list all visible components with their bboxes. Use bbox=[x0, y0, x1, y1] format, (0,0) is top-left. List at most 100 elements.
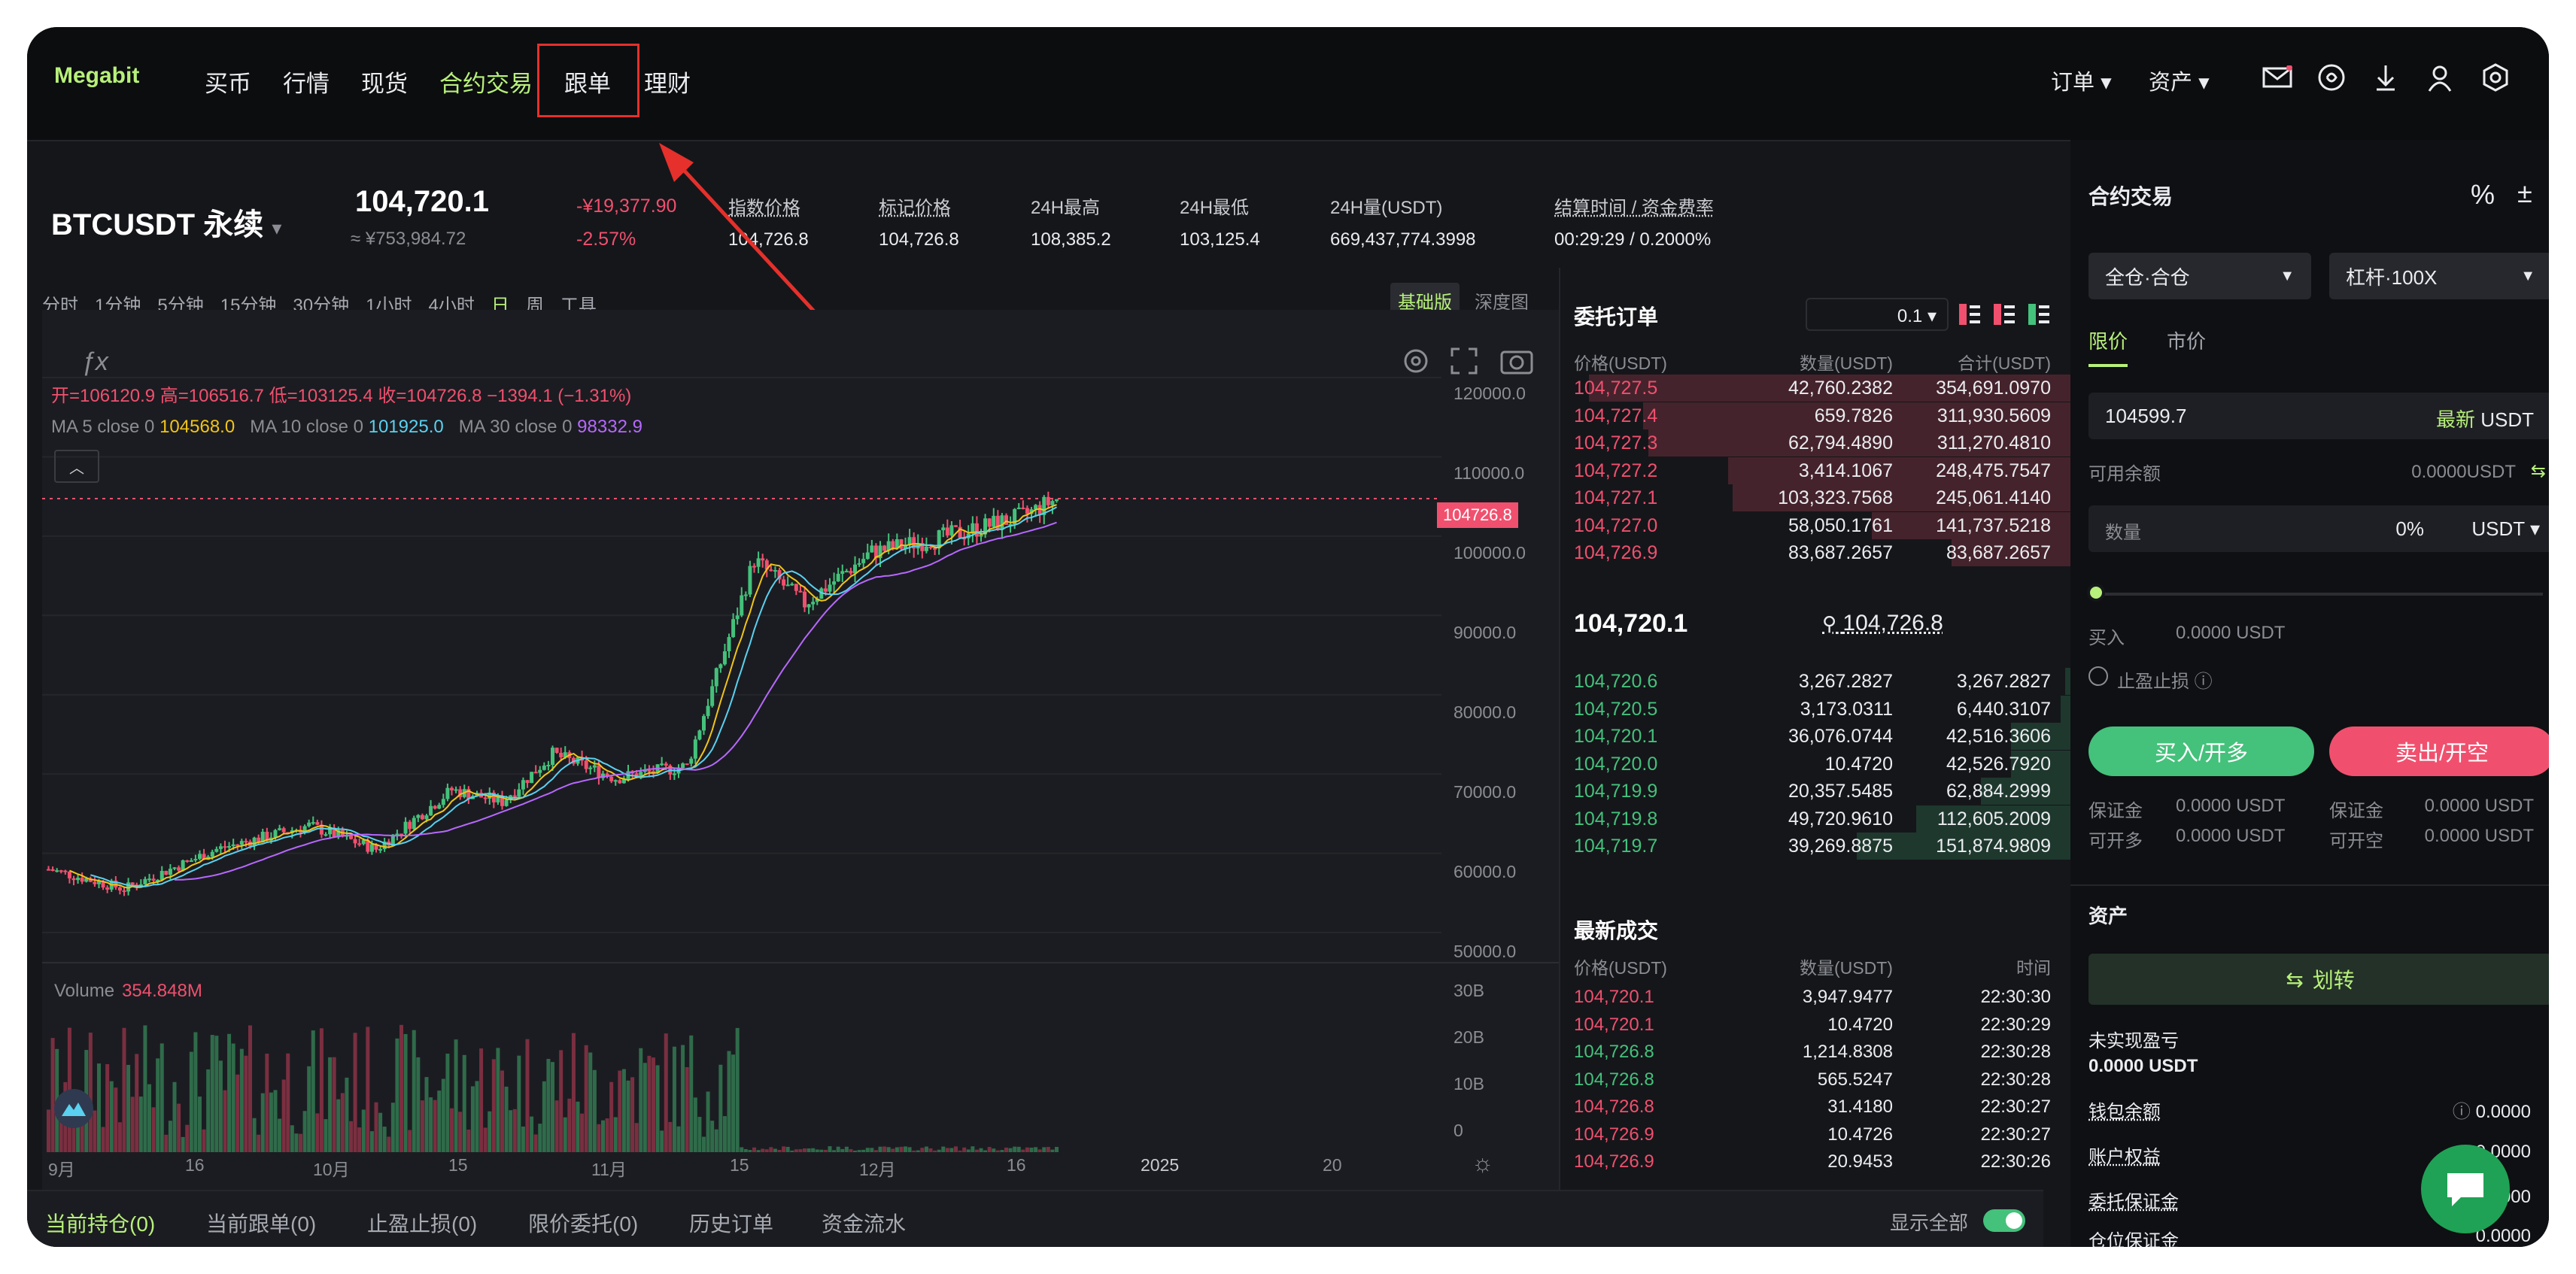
ask-row[interactable]: 104,727.5 42,760.2382 354,691.0970 bbox=[1559, 373, 2070, 403]
volume-bar bbox=[639, 1048, 643, 1152]
candle bbox=[369, 844, 374, 852]
book-bids-icon[interactable] bbox=[2027, 302, 2051, 326]
book-asks-icon[interactable] bbox=[1992, 302, 2016, 326]
tpsl-checkbox[interactable] bbox=[2088, 666, 2108, 686]
volume-bar bbox=[340, 1093, 345, 1152]
cell-qty: 39,269.8875 bbox=[1788, 836, 1893, 857]
date-tick: 20 bbox=[1323, 1155, 1342, 1175]
volume-bar bbox=[214, 1036, 219, 1152]
chart-settings-icon[interactable] bbox=[1401, 346, 1431, 380]
candle bbox=[735, 615, 740, 620]
percent-icon[interactable]: % bbox=[2471, 179, 2496, 210]
ask-row[interactable]: 104,726.9 83,687.2657 83,687.2657 bbox=[1559, 538, 2070, 568]
cell-total: 42,526.7920 bbox=[1946, 753, 2051, 775]
bid-row[interactable]: 104,720.5 3,173.0311 6,440.3107 bbox=[1559, 694, 2070, 724]
candle bbox=[987, 518, 992, 527]
tab-limit[interactable]: 限价 bbox=[2088, 330, 2128, 353]
symbol-selector[interactable]: BTCUSDT 永续 ▾ bbox=[51, 208, 282, 241]
leverage-select[interactable]: 杠杆·100X ▼ bbox=[2329, 253, 2549, 299]
price-input[interactable]: 104599.7 最新 USDT bbox=[2088, 393, 2549, 439]
quantity-input[interactable]: 数量 0% USDT ▾ bbox=[2088, 505, 2549, 552]
candle bbox=[886, 541, 891, 551]
nav-buy-crypto[interactable]: 买币 bbox=[205, 71, 251, 97]
nav-copy-trading[interactable]: 跟单 bbox=[564, 71, 611, 97]
candle bbox=[551, 748, 554, 765]
precision-select[interactable]: 0.1 ▾ bbox=[1806, 298, 1949, 331]
show-all-toggle[interactable] bbox=[1983, 1209, 2025, 1232]
transfer-icon[interactable]: ⇆ bbox=[2530, 461, 2546, 481]
candle bbox=[979, 534, 983, 537]
nav-earn[interactable]: 理财 bbox=[644, 71, 691, 97]
volume-bar bbox=[613, 1117, 618, 1152]
sell-short-button[interactable]: 卖出/开空 bbox=[2329, 726, 2549, 776]
candle bbox=[324, 834, 328, 836]
calculator-icon[interactable]: ± bbox=[2517, 177, 2532, 208]
margin-mode-select[interactable]: 全仓·合仓 ▼ bbox=[2088, 253, 2311, 299]
mail-icon[interactable] bbox=[2260, 60, 2295, 95]
qty-unit-select[interactable]: USDT ▾ bbox=[2471, 517, 2540, 540]
volume-bar bbox=[878, 1146, 882, 1152]
candle bbox=[512, 795, 517, 797]
date-tick: 11月 bbox=[591, 1160, 627, 1179]
bid-row[interactable]: 104,720.0 10.4720 42,526.7920 bbox=[1559, 749, 2070, 779]
download-icon[interactable] bbox=[2368, 60, 2403, 95]
tab-market[interactable]: 市价 bbox=[2167, 330, 2207, 353]
last-price: 104,720.1 bbox=[355, 185, 489, 218]
chat-support-button[interactable] bbox=[2421, 1145, 2510, 1233]
tab-current-positions[interactable]: 当前持仓(0) bbox=[45, 1212, 156, 1236]
volume-bar bbox=[962, 1147, 967, 1152]
date-tick: 2025 bbox=[1141, 1155, 1180, 1175]
bid-row[interactable]: 104,720.1 36,076.0744 42,516.3606 bbox=[1559, 721, 2070, 751]
logo[interactable]: Megabit bbox=[54, 63, 140, 88]
tab-current-copy[interactable]: 当前跟单(0) bbox=[206, 1212, 317, 1236]
assets-menu[interactable]: 资产 ▾ bbox=[2149, 71, 2210, 95]
volume-bar bbox=[865, 1148, 870, 1152]
volume-bar bbox=[1046, 1147, 1050, 1152]
chart-auto-scale-icon[interactable]: ☼ bbox=[1472, 1149, 1494, 1176]
nav-spot[interactable]: 现货 bbox=[361, 71, 408, 97]
collapse-legend-button[interactable]: ︿ bbox=[54, 450, 99, 483]
candle bbox=[958, 526, 962, 538]
bid-row[interactable]: 104,719.9 20,357.5485 62,884.2999 bbox=[1559, 776, 2070, 806]
indicator-fx-icon[interactable]: ƒx bbox=[81, 347, 108, 376]
nav-market[interactable]: 行情 bbox=[283, 71, 330, 97]
candle bbox=[496, 796, 500, 802]
ask-row[interactable]: 104,727.0 58,050.1761 141,737.5218 bbox=[1559, 511, 2070, 541]
trades-header-qty: 数量(USDT) bbox=[1800, 958, 1893, 978]
tab-order-history[interactable]: 历史订单 bbox=[689, 1212, 774, 1236]
fullscreen-icon[interactable] bbox=[1449, 346, 1479, 380]
amount-slider[interactable] bbox=[2088, 593, 2543, 596]
ask-row[interactable]: 104,727.1 103,323.7568 245,061.4140 bbox=[1559, 483, 2070, 513]
ask-row[interactable]: 104,727.4 659.7826 311,930.5609 bbox=[1559, 401, 2070, 431]
bid-row[interactable]: 104,720.6 3,267.2827 3,267.2827 bbox=[1559, 666, 2070, 696]
bid-row[interactable]: 104,719.7 39,269.8875 151,874.9809 bbox=[1559, 831, 2070, 861]
camera-icon[interactable] bbox=[1500, 346, 1533, 380]
orders-menu[interactable]: 订单 ▾ bbox=[2051, 71, 2112, 95]
book-both-icon[interactable] bbox=[1958, 302, 1982, 326]
candle bbox=[84, 878, 89, 882]
volume-bar bbox=[47, 1109, 50, 1152]
buy-long-button[interactable]: 买入/开多 bbox=[2088, 726, 2314, 776]
tab-limit-orders[interactable]: 限价委托(0) bbox=[528, 1212, 639, 1236]
cell-total: 248,475.7547 bbox=[1936, 460, 2051, 481]
user-icon[interactable] bbox=[2423, 60, 2457, 95]
settings-icon[interactable] bbox=[2478, 60, 2513, 95]
tab-fund-flow[interactable]: 资金流水 bbox=[822, 1212, 907, 1236]
volume-bar bbox=[832, 1150, 837, 1152]
ask-row[interactable]: 104,727.3 62,794.4890 311,270.4810 bbox=[1559, 428, 2070, 458]
candle bbox=[130, 882, 135, 885]
candle bbox=[937, 530, 941, 549]
price-chart[interactable] bbox=[42, 310, 1559, 1191]
candle bbox=[408, 821, 412, 830]
depth-chart-button[interactable]: 深度图 bbox=[1475, 293, 1529, 313]
language-icon[interactable] bbox=[2314, 60, 2349, 95]
nav-futures[interactable]: 合约交易 bbox=[439, 71, 533, 97]
slider-handle[interactable] bbox=[2087, 584, 2105, 602]
tab-tpsl[interactable]: 止盈止损(0) bbox=[367, 1212, 478, 1236]
candle bbox=[588, 767, 593, 769]
ask-row[interactable]: 104,727.2 3,414.1067 248,475.7547 bbox=[1559, 456, 2070, 486]
candle bbox=[748, 566, 752, 595]
bid-row[interactable]: 104,719.8 49,720.9610 112,605.2009 bbox=[1559, 804, 2070, 834]
price-latest[interactable]: 最新 USDT bbox=[2435, 408, 2534, 431]
transfer-button[interactable]: ⇆ 划转 bbox=[2088, 954, 2549, 1005]
